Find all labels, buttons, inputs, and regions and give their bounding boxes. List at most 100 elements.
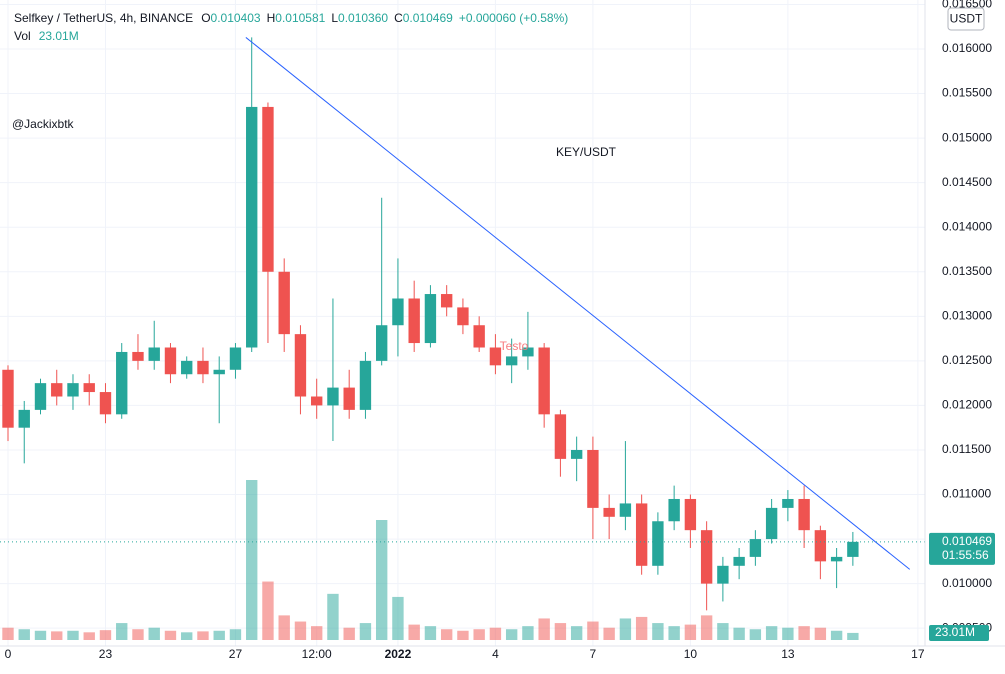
candle-body (522, 347, 534, 357)
candle-body (765, 507, 778, 540)
volume-bar (99, 630, 112, 640)
candle-body (505, 356, 518, 366)
volume-bar (408, 624, 420, 640)
candle-body (294, 334, 307, 397)
candle-body (668, 498, 680, 522)
x-tick-label: 23 (99, 647, 113, 661)
y-tick-label: 0.011500 (942, 442, 991, 456)
candle-body (408, 298, 420, 344)
y-tick-label: 0.013000 (942, 308, 992, 322)
volume-bar (652, 623, 664, 640)
candle-body (847, 541, 859, 557)
volume-bar (311, 626, 323, 640)
o-label: O (201, 11, 210, 25)
x-tick-label: 12:00 (302, 647, 332, 661)
volume-bar (294, 621, 307, 640)
last-price-box (929, 532, 995, 565)
volume-bar (18, 629, 30, 640)
candle-body (51, 383, 63, 397)
y-tick-label: 0.016500 (942, 0, 992, 11)
change: +0.000060 (+0.58%) (459, 11, 568, 25)
y-tick-label: 0.014500 (942, 175, 992, 189)
y-tick-label: 0.014000 (942, 219, 992, 233)
volume-bar (538, 618, 550, 640)
volume-bar (522, 626, 534, 640)
volume-bar (554, 623, 567, 640)
trend-line (245, 37, 911, 570)
volume-bar (505, 629, 518, 640)
candle-body (148, 347, 160, 361)
volume-bar (2, 627, 14, 640)
x-tick-label: 27 (229, 647, 243, 661)
volume-bar (116, 623, 128, 640)
candle-body (554, 414, 567, 459)
x-tick-label: 2022 (385, 647, 412, 661)
candle-body (99, 392, 112, 415)
candle-body (246, 106, 258, 348)
currency: USDT (950, 12, 983, 26)
y-tick-label: 0.015500 (942, 86, 992, 100)
volume-bar (262, 581, 274, 640)
volume-bar (213, 630, 225, 640)
x-tick-label: 0 (5, 647, 12, 661)
candle-body (392, 298, 404, 326)
candle-body (229, 347, 242, 370)
candle-body (67, 383, 79, 397)
volume-bar (733, 627, 745, 640)
candle-body (830, 556, 843, 562)
candle-body (700, 530, 713, 584)
volume-bar (375, 520, 388, 640)
l-label: L (331, 11, 338, 25)
volume-bar (343, 627, 355, 640)
y-tick-label: 0.015000 (942, 130, 992, 144)
y-tick-label: 0.010000 (942, 576, 992, 590)
symbol: Selfkey / TetherUS, 4h, BINANCE (14, 11, 193, 25)
volume-bar (684, 624, 697, 640)
candle-body (359, 360, 372, 410)
chart-title: KEY/USDT (556, 145, 617, 159)
annotation: Testo (500, 339, 529, 353)
candle-body (440, 294, 453, 308)
volume-header: Vol 23.01M (14, 29, 79, 43)
currency-box[interactable] (947, 7, 985, 31)
candle-body (375, 325, 388, 361)
candle-body (652, 521, 664, 566)
x-tick-label: 7 (590, 647, 597, 661)
vol-label: Vol (14, 29, 31, 43)
volume-bar (765, 626, 778, 640)
c-value: 0.010469 (403, 11, 453, 25)
last-volume-label: 23.01M (935, 625, 975, 639)
candle-body (782, 498, 794, 508)
candle-body (733, 556, 745, 566)
candle-body (197, 360, 209, 375)
candle-body (132, 351, 144, 361)
candle-body (311, 396, 323, 406)
volume-bar (34, 630, 47, 640)
candle-body (164, 347, 177, 375)
candle-body (473, 325, 485, 348)
y-tick-label: 0.016000 (942, 41, 992, 55)
vol-value: 23.01M (39, 29, 79, 43)
volume-bar (782, 627, 794, 640)
volume-bar (229, 629, 242, 640)
volume-bar (570, 626, 583, 640)
candle-body (116, 351, 128, 415)
y-tick-label: 0.011000 (942, 487, 991, 501)
volume-bar (457, 630, 469, 640)
volume-bar (246, 480, 258, 640)
candle-body (798, 498, 810, 531)
candle-body (424, 294, 437, 344)
candle-body (538, 347, 550, 415)
countdown: 01:55:56 (942, 548, 989, 562)
candle-body (2, 369, 14, 428)
volume-bar (132, 629, 144, 640)
volume-bar (67, 630, 79, 640)
volume-bar (635, 616, 648, 640)
volume-bar (440, 629, 453, 640)
volume-bar (278, 615, 290, 640)
candle-body (83, 383, 95, 393)
volume-bar (749, 629, 762, 640)
l-value: 0.010360 (338, 11, 388, 25)
volume-bar (830, 630, 843, 640)
